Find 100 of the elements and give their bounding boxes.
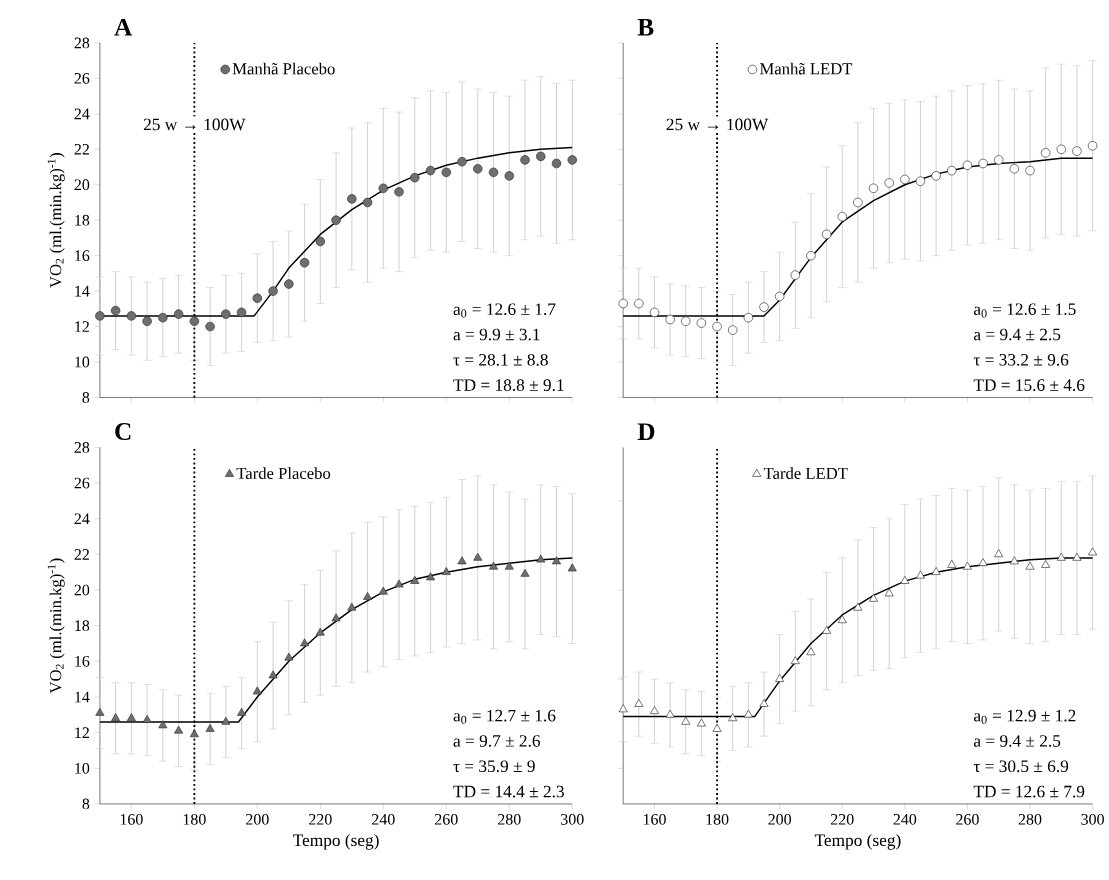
point [822, 625, 832, 634]
point [634, 298, 644, 309]
point [347, 194, 357, 204]
x-tick-label: 200 [768, 814, 792, 825]
y-tick-label: 8 [82, 392, 90, 403]
point [126, 311, 137, 321]
annotation: a = 9.7 ± 2.6 [453, 735, 541, 747]
point [567, 155, 577, 165]
y-tick-label: 14 [75, 285, 90, 297]
point [111, 713, 121, 722]
y-tick-label: 10 [75, 762, 90, 774]
point [649, 307, 660, 318]
point [837, 212, 847, 222]
point [410, 576, 420, 584]
annotation: a = 9.9 ± 3.1 [453, 328, 540, 341]
point [567, 563, 577, 572]
point [837, 615, 847, 624]
point [551, 158, 562, 169]
point [331, 215, 341, 226]
y-tick-label: 12 [75, 321, 89, 332]
point [696, 718, 706, 727]
y-axis-title: VO$_{2}$ (ml.(min.kg)$^{-1}$) [47, 558, 65, 694]
point [869, 593, 879, 602]
annotation: τ = 30.5 ± 6.9 [973, 760, 1069, 773]
point [775, 674, 785, 682]
chart-title: A [114, 18, 133, 36]
x-tick-label: 180 [183, 814, 206, 825]
point [174, 725, 184, 734]
y-tick-label: 28 [74, 442, 90, 453]
x-tick-label: 280 [1018, 814, 1042, 825]
point [1041, 560, 1051, 568]
point [221, 309, 231, 319]
annotation: a = 9.4 ± 2.5 [973, 735, 1061, 747]
point [931, 171, 941, 181]
point [1072, 146, 1082, 156]
point [221, 716, 231, 725]
y-tick-label: 14 [75, 691, 90, 703]
annotation: τ = 35.9 ± 9 [453, 760, 535, 773]
point [994, 549, 1004, 558]
point [95, 311, 105, 321]
point [489, 561, 499, 570]
y-tick-label: 28 [74, 37, 90, 49]
point [931, 567, 941, 576]
point [665, 314, 675, 325]
point [457, 556, 467, 565]
point [853, 197, 863, 208]
point [315, 627, 325, 636]
point [712, 724, 722, 732]
point [300, 638, 310, 647]
legend-label: Tarde Placebo [236, 467, 331, 480]
point [252, 686, 262, 695]
point [1072, 552, 1082, 561]
point [504, 171, 515, 181]
annotation: TD = 15.6 ± 4.6 [973, 379, 1085, 392]
point [727, 325, 738, 335]
y-tick-label: 26 [74, 73, 90, 84]
y-tick-label: 8 [82, 798, 90, 810]
point [696, 318, 707, 328]
point [142, 316, 152, 327]
point [268, 670, 278, 679]
point [488, 167, 499, 178]
point [1009, 556, 1019, 565]
point [743, 313, 754, 323]
annotation: a$_{0}$ = 12.9 ± 1.2 [973, 709, 1076, 725]
annotation: τ = 28.1 ± 8.8 [453, 354, 548, 366]
x-tick-label: 180 [706, 814, 729, 825]
y-tick-label: 18 [75, 214, 90, 226]
point [618, 298, 628, 309]
y-tick-label: 12 [75, 727, 89, 738]
point [237, 707, 247, 716]
point [650, 706, 659, 715]
point [1009, 164, 1020, 174]
point [189, 729, 199, 738]
point [759, 302, 769, 312]
point [900, 576, 910, 584]
point [1056, 144, 1067, 155]
point [315, 236, 326, 247]
legend-label: Tarde LEDT [763, 467, 848, 480]
x-axis-title: Tempo (seg) [814, 833, 901, 850]
point [457, 157, 467, 167]
point [410, 173, 420, 183]
point [712, 321, 722, 332]
x-tick-label: 280 [498, 814, 521, 825]
point [978, 558, 988, 567]
annotation: TD = 14.4 ± 2.3 [453, 785, 564, 798]
point [552, 556, 562, 565]
point [441, 167, 452, 178]
y-tick-label: 20 [74, 179, 90, 191]
point [743, 709, 753, 718]
point [126, 713, 136, 722]
ref-line-label: 25 w → 100W [143, 118, 246, 131]
annotation: a = 9.4 ± 2.5 [973, 328, 1061, 341]
point [331, 613, 341, 622]
point [142, 715, 152, 723]
x-tick-label: 260 [956, 814, 979, 825]
x-tick-label: 200 [246, 814, 269, 825]
point [884, 588, 894, 597]
point [425, 165, 436, 176]
y-tick-label: 10 [75, 356, 90, 368]
y-tick-label: 22 [74, 144, 89, 155]
